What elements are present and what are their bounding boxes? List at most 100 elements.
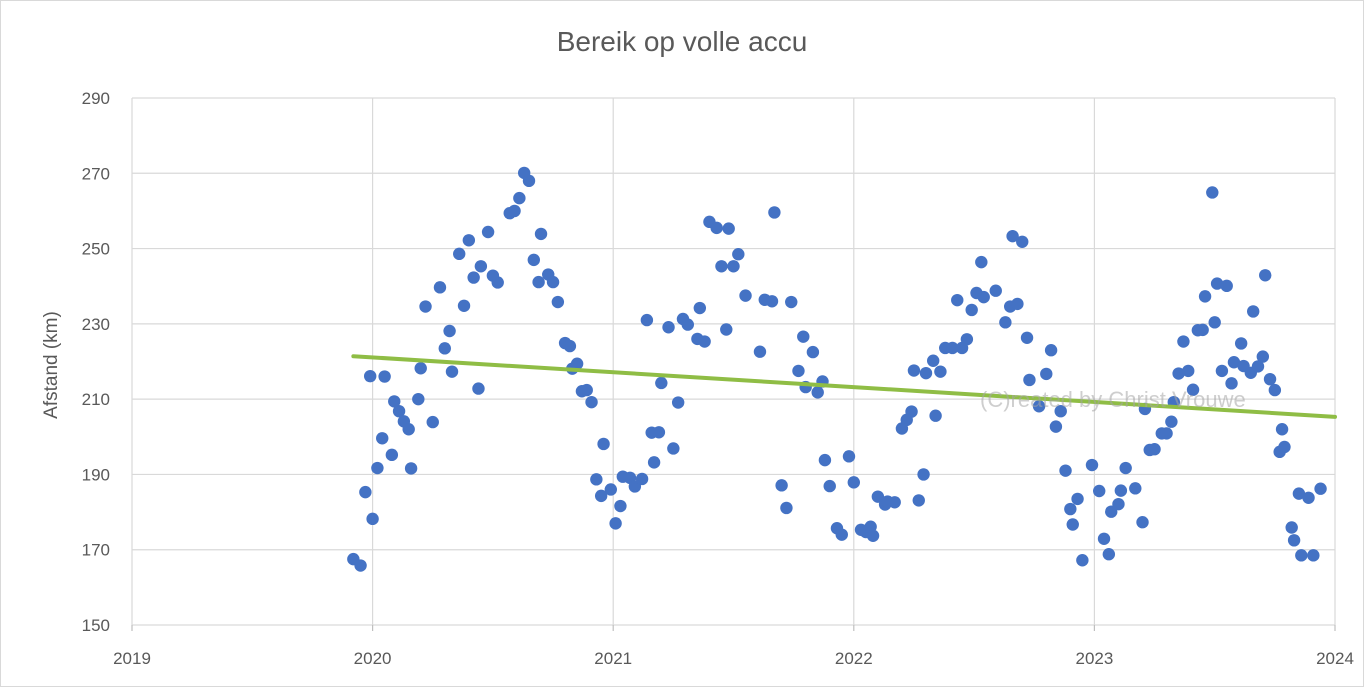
data-point [1172,367,1185,380]
data-point [467,271,480,284]
data-point [965,303,978,317]
data-point [1054,404,1067,418]
data-point [590,473,603,486]
data-point [371,461,384,475]
data-point [818,453,832,467]
data-point [842,450,856,463]
data-point [1314,482,1327,495]
y-tick-label: 150 [82,616,110,635]
data-point [412,392,425,406]
data-point [1102,548,1116,561]
data-point [671,396,685,409]
y-tick-label: 230 [82,315,110,334]
data-point [354,559,367,572]
data-point [1165,415,1178,428]
data-point [835,528,848,541]
data-point [1186,383,1200,396]
data-point [635,472,649,486]
data-point [508,204,521,218]
data-point [753,345,767,358]
data-point [1020,331,1034,344]
data-point [780,501,793,515]
data-point [1085,458,1099,472]
data-point [419,300,432,313]
data-point [722,222,735,235]
x-tick-label: 2020 [354,649,392,668]
data-point [907,364,921,377]
data-point [1225,377,1238,390]
watermark-text: (C)reated by Christ Vrouwe [980,387,1246,412]
data-point [926,354,940,367]
data-point [1196,323,1209,337]
x-tick-label: 2021 [594,649,632,668]
data-point [385,448,399,462]
data-point [481,225,495,239]
data-point [1295,549,1308,562]
data-point [866,529,880,542]
x-tick-labels: 2019 2020 2021 2022 2023 2024 [113,649,1354,668]
data-point [1136,516,1149,529]
data-point [698,335,711,348]
data-point [1302,491,1315,504]
data-point [652,426,666,439]
data-point [1206,186,1219,199]
data-point [811,386,824,399]
data-point [445,365,459,378]
data-point [414,362,427,375]
x-tick-label: 2024 [1316,649,1354,668]
data-point [378,370,391,383]
data-point [1112,497,1125,511]
data-point [1119,461,1132,475]
data-point [989,284,1002,297]
data-point [472,382,485,395]
data-point [453,247,466,261]
data-point [1287,534,1301,547]
data-point [462,234,476,247]
data-point [534,227,548,241]
y-tick-labels: 150 170 190 210 230 250 270 290 [82,89,110,635]
data-point [1076,554,1089,567]
data-point [999,316,1012,329]
x-tick-label: 2022 [835,649,873,668]
data-point [513,191,526,205]
data-point [388,395,401,408]
data-point [847,476,860,489]
data-point [1275,423,1289,436]
data-point [739,289,752,302]
data-point [640,313,654,327]
data-point [1208,316,1221,329]
data-point [929,409,942,422]
data-point [1040,367,1053,381]
data-point [715,260,728,273]
data-point [580,383,593,397]
data-point [655,376,668,390]
data-point [392,404,406,418]
data-point [765,295,779,308]
x-tick-label: 2019 [113,649,151,668]
data-point [1006,229,1019,243]
y-tick-label: 270 [82,164,110,183]
data-point [1066,518,1079,531]
data-point [527,253,541,267]
data-point [1059,464,1072,477]
data-point [1044,344,1058,357]
data-point [1268,383,1282,397]
data-point [667,442,680,455]
data-point [1246,305,1260,318]
data-point [376,432,389,445]
data-point [1259,269,1272,282]
data-point [438,342,451,355]
data-point [693,301,707,315]
data-point [1215,364,1229,378]
data-point [426,415,439,429]
data-points [347,166,1327,572]
data-point [797,330,810,343]
data-point [404,462,418,475]
data-point [1097,532,1111,545]
data-point [546,275,560,289]
data-point [1227,356,1241,369]
data-point [951,293,964,307]
data-point [977,290,990,304]
